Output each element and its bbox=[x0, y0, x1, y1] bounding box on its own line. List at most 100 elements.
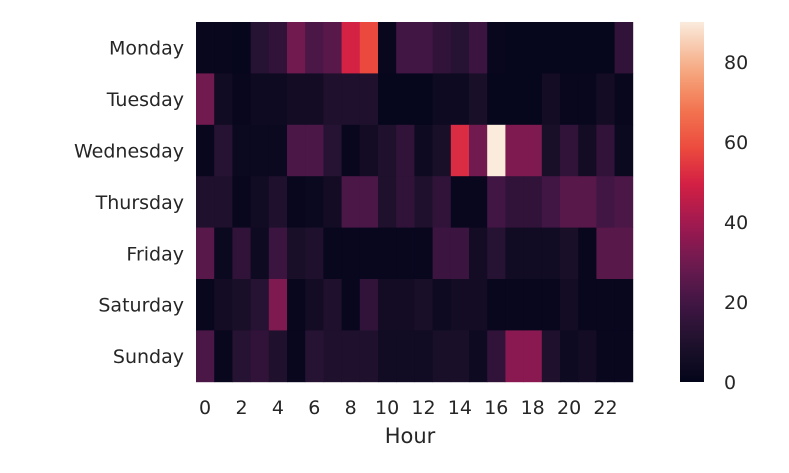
heatmap-cell-sunday-23 bbox=[614, 330, 634, 383]
heatmap-cell-friday-18 bbox=[523, 227, 543, 280]
heatmap-cell-friday-21 bbox=[578, 227, 597, 280]
heatmap-cell-friday-14 bbox=[450, 227, 470, 280]
heatmap-cell-tuesday-2 bbox=[232, 73, 251, 126]
heatmap-cell-tuesday-19 bbox=[541, 73, 561, 126]
heatmap-cell-friday-0 bbox=[196, 227, 215, 280]
heatmap-cell-wednesday-12 bbox=[414, 124, 433, 177]
y-tick-label-sunday: Sunday bbox=[113, 346, 184, 368]
heatmap-cell-monday-11 bbox=[396, 22, 415, 74]
heatmap-cell-sunday-10 bbox=[378, 330, 397, 383]
heatmap-cell-sunday-15 bbox=[469, 330, 488, 383]
heatmap-cell-saturday-21 bbox=[578, 279, 597, 331]
heatmap-cell-sunday-14 bbox=[450, 330, 470, 383]
heatmap-cell-wednesday-3 bbox=[250, 124, 270, 177]
heatmap-cell-wednesday-16 bbox=[487, 124, 506, 177]
heatmap-cell-saturday-10 bbox=[378, 279, 397, 331]
heatmap-cell-monday-10 bbox=[378, 22, 397, 74]
heatmap-cell-saturday-6 bbox=[305, 279, 324, 331]
heatmap-cell-tuesday-16 bbox=[487, 73, 506, 126]
heatmap-cell-sunday-16 bbox=[487, 330, 506, 383]
heatmap-cell-sunday-21 bbox=[578, 330, 597, 383]
heatmap-cell-monday-16 bbox=[487, 22, 506, 74]
heatmap-cell-thursday-12 bbox=[414, 176, 433, 228]
heatmap-cell-saturday-15 bbox=[469, 279, 488, 331]
y-tick-label-monday: Monday bbox=[109, 38, 184, 60]
heatmap-cell-wednesday-7 bbox=[323, 124, 342, 177]
heatmap-cell-saturday-23 bbox=[614, 279, 634, 331]
heatmap-cell-thursday-20 bbox=[560, 176, 579, 228]
heatmap-cell-monday-0 bbox=[196, 22, 215, 74]
heatmap-cell-monday-6 bbox=[305, 22, 324, 74]
heatmap-cell-monday-22 bbox=[596, 22, 615, 74]
heatmap-cell-tuesday-15 bbox=[469, 73, 488, 126]
heatmap-cell-wednesday-14 bbox=[450, 124, 470, 177]
heatmap-cell-sunday-19 bbox=[541, 330, 561, 383]
y-tick-label-tuesday: Tuesday bbox=[106, 89, 184, 111]
heatmap-cell-saturday-3 bbox=[250, 279, 270, 331]
heatmap-cell-monday-3 bbox=[250, 22, 270, 74]
heatmap-cell-wednesday-5 bbox=[287, 124, 306, 177]
heatmap-cell-sunday-13 bbox=[432, 330, 452, 383]
heatmap-cell-tuesday-13 bbox=[432, 73, 452, 126]
heatmap-cell-sunday-7 bbox=[323, 330, 342, 383]
heatmap-cell-thursday-18 bbox=[523, 176, 543, 228]
heatmap-cell-wednesday-10 bbox=[378, 124, 397, 177]
heatmap-cell-saturday-22 bbox=[596, 279, 615, 331]
heatmap-cell-thursday-8 bbox=[341, 176, 361, 228]
colorbar-tick-label-20: 20 bbox=[724, 292, 748, 314]
heatmap-cell-sunday-5 bbox=[287, 330, 306, 383]
y-tick-label-thursday: Thursday bbox=[95, 192, 184, 214]
heatmap-cell-friday-20 bbox=[560, 227, 579, 280]
heatmap-cell-monday-2 bbox=[232, 22, 251, 74]
heatmap-cell-wednesday-19 bbox=[541, 124, 561, 177]
heatmap-cell-sunday-8 bbox=[341, 330, 361, 383]
heatmap-cell-wednesday-11 bbox=[396, 124, 415, 177]
heatmap-cell-wednesday-4 bbox=[268, 124, 288, 177]
heatmap-cell-wednesday-23 bbox=[614, 124, 634, 177]
heatmap-cell-sunday-17 bbox=[505, 330, 524, 383]
colorbar-tick-label-80: 80 bbox=[724, 52, 748, 74]
heatmap-cell-wednesday-18 bbox=[523, 124, 543, 177]
heatmap-cell-tuesday-8 bbox=[341, 73, 361, 126]
heatmap-cell-wednesday-8 bbox=[341, 124, 361, 177]
heatmap-cell-saturday-5 bbox=[287, 279, 306, 331]
heatmap-cell-friday-6 bbox=[305, 227, 324, 280]
colorbar-tick-label-40: 40 bbox=[724, 212, 748, 234]
heatmap-cell-tuesday-1 bbox=[214, 73, 233, 126]
heatmap-cell-sunday-12 bbox=[414, 330, 433, 383]
heatmap-cell-saturday-20 bbox=[560, 279, 579, 331]
heatmap-cell-thursday-23 bbox=[614, 176, 634, 228]
heatmap-cell-thursday-19 bbox=[541, 176, 561, 228]
heatmap-cell-sunday-11 bbox=[396, 330, 415, 383]
heatmap-cell-monday-20 bbox=[560, 22, 579, 74]
heatmap-cell-monday-14 bbox=[450, 22, 470, 74]
heatmap-cell-friday-16 bbox=[487, 227, 506, 280]
heatmap-cell-tuesday-12 bbox=[414, 73, 433, 126]
y-tick-labels: Monday Tuesday Wednesday Thursday Friday Satu… bbox=[74, 38, 184, 368]
heatmap-cell-thursday-5 bbox=[287, 176, 306, 228]
heatmap-cell-wednesday-0 bbox=[196, 124, 215, 177]
heatmap-cell-tuesday-4 bbox=[268, 73, 288, 126]
heatmap-cell-wednesday-13 bbox=[432, 124, 452, 177]
heatmap-cell-tuesday-3 bbox=[250, 73, 270, 126]
heatmap-cell-wednesday-17 bbox=[505, 124, 524, 177]
heatmap-cell-wednesday-15 bbox=[469, 124, 488, 177]
heatmap-cell-monday-9 bbox=[359, 22, 379, 74]
x-tick-label-0: 0 bbox=[199, 397, 211, 419]
heatmap-cell-tuesday-17 bbox=[505, 73, 524, 126]
x-tick-label-20: 20 bbox=[557, 397, 581, 419]
heatmap-cell-thursday-9 bbox=[359, 176, 379, 228]
heatmap-cell-thursday-0 bbox=[196, 176, 215, 228]
heatmap-cell-sunday-1 bbox=[214, 330, 233, 383]
x-tick-label-14: 14 bbox=[448, 397, 472, 419]
heatmap-cell-thursday-4 bbox=[268, 176, 288, 228]
heatmap-cell-thursday-21 bbox=[578, 176, 597, 228]
heatmap-cell-sunday-3 bbox=[250, 330, 270, 383]
heatmap-cell-friday-12 bbox=[414, 227, 433, 280]
y-tick-label-wednesday: Wednesday bbox=[74, 141, 184, 163]
heatmap-cell-friday-10 bbox=[378, 227, 397, 280]
heatmap-cell-sunday-18 bbox=[523, 330, 543, 383]
heatmap-cell-thursday-15 bbox=[469, 176, 488, 228]
heatmap-cell-monday-23 bbox=[614, 22, 634, 74]
